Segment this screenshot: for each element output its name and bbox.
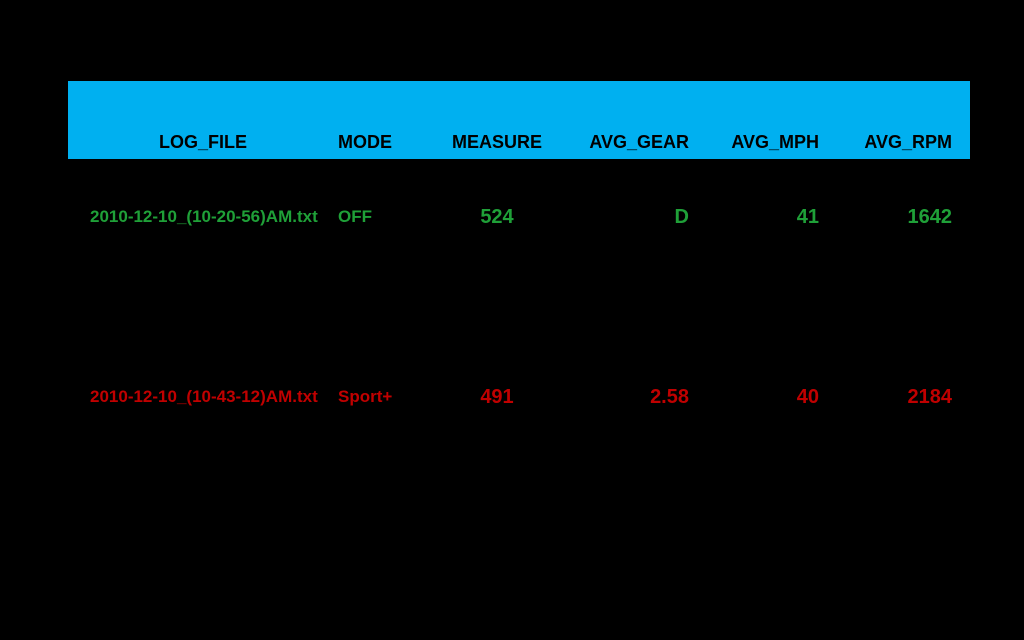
table-header-row: LOG_FILE MODE MEASURE AVG_GEAR AVG_MPH A…: [68, 81, 970, 159]
cell-rpm: 2184: [837, 386, 970, 409]
cell-logfile: 2010-12-10_(10-49-27)AM.txt: [68, 447, 338, 467]
cell-rpm: 2647: [837, 446, 970, 469]
col-header-logfile: LOG_FILE: [68, 132, 338, 153]
cell-mph: 40: [707, 386, 837, 409]
cell-logfile: 2010-12-10_(10-37-04)AM.txt: [68, 327, 338, 347]
cell-gear: 3.28: [562, 266, 707, 289]
col-header-rpm: AVG_RPM: [837, 132, 970, 153]
cell-rpm: 1642: [837, 206, 970, 229]
cell-measure: 563: [432, 326, 562, 349]
col-header-mph: AVG_MPH: [707, 132, 837, 153]
data-table: LOG_FILE MODE MEASURE AVG_GEAR AVG_MPH A…: [68, 81, 970, 487]
cell-mode: OFF: [338, 207, 432, 227]
table-row: 2010-12-10_(10-43-12)AM.txtSport+4912.58…: [68, 367, 970, 427]
cell-measure: 524: [432, 206, 562, 229]
cell-rpm: 1999: [837, 326, 970, 349]
col-header-measure: MEASURE: [432, 132, 562, 153]
cell-logfile: 2010-12-10_(10-43-12)AM.txt: [68, 387, 338, 407]
cell-mode: Sport: [338, 327, 432, 347]
table-row: 2010-12-10_(10-20-56)AM.txtOFF524D411642: [68, 187, 970, 247]
cell-mph: 41: [707, 206, 837, 229]
cell-mph: 40: [707, 266, 837, 289]
table-body: 2010-12-10_(10-20-56)AM.txtOFF524D411642…: [68, 187, 970, 487]
col-header-mode: MODE: [338, 132, 432, 153]
cell-mode: VTCM: [338, 267, 432, 287]
cell-measure: 531: [432, 446, 562, 469]
table-row: 2010-12-10_(10-37-04)AM.txtSport5632.773…: [68, 307, 970, 367]
cell-gear: 2.03: [562, 446, 707, 469]
cell-rpm: 1694: [837, 266, 970, 289]
col-header-gear: AVG_GEAR: [562, 132, 707, 153]
cell-logfile: 2010-12-10_(10-20-56)AM.txt: [68, 207, 338, 227]
cell-logfile: 2010-12-10_(10-28-35)AM.txt: [68, 267, 338, 287]
table-row: 2010-12-10_(10-28-35)AM.txtVTCM5583.2840…: [68, 247, 970, 307]
cell-mode: Sport+: [338, 387, 432, 407]
cell-mode: Sport++: [338, 447, 432, 467]
cell-gear: D: [562, 206, 707, 229]
cell-gear: 2.77: [562, 326, 707, 349]
table-row: 2010-12-10_(10-49-27)AM.txtSport++5312.0…: [68, 427, 970, 487]
cell-mph: 38: [707, 446, 837, 469]
cell-mph: 39: [707, 326, 837, 349]
cell-measure: 491: [432, 386, 562, 409]
cell-gear: 2.58: [562, 386, 707, 409]
cell-measure: 558: [432, 266, 562, 289]
